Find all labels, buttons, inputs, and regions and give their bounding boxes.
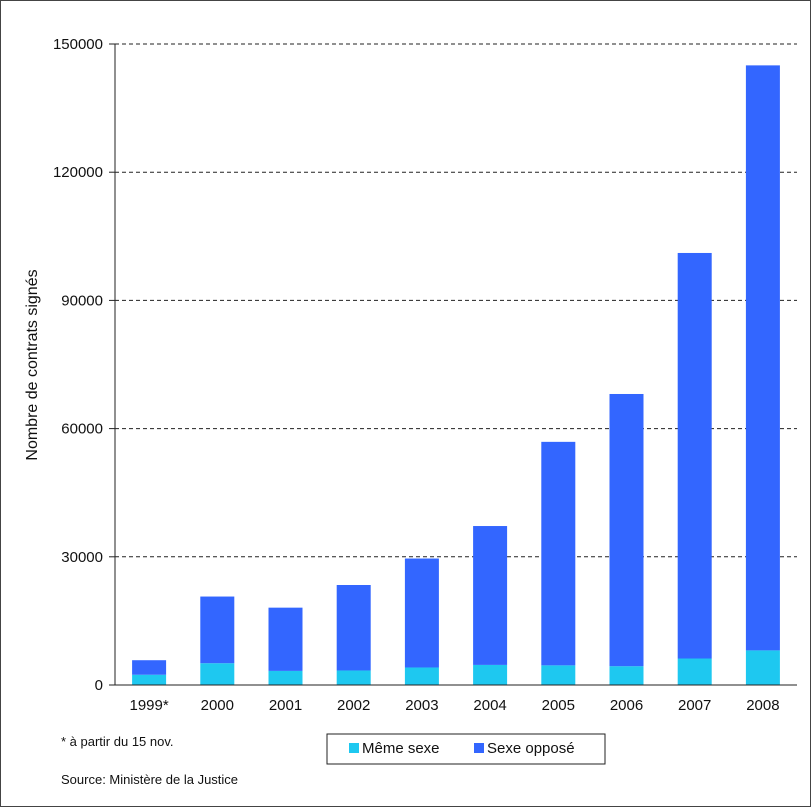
bar-segment-meme-sexe-2007 — [677, 658, 712, 685]
x-tick-label: 2001 — [269, 697, 302, 714]
legend-swatch-sexe-oppose — [474, 743, 484, 753]
x-tick-labels: 1999* 2000 2001 2002 2003 2004 2005 2006 2007 200… — [129, 697, 779, 714]
bar-segment-sexe-oppose-2000 — [200, 596, 235, 664]
x-tick-label: 2006 — [610, 697, 643, 714]
bar-segment-meme-sexe-2003 — [404, 667, 439, 685]
bars — [132, 65, 780, 685]
x-tick-label: 2002 — [337, 697, 370, 714]
y-tick-label: 0 — [95, 677, 103, 694]
legend-swatch-meme-sexe — [349, 743, 359, 753]
bar-segment-sexe-oppose-2001 — [268, 607, 303, 671]
x-tick-label: 1999* — [129, 697, 168, 714]
x-tick-label: 2004 — [473, 697, 506, 714]
legend-box — [326, 733, 606, 765]
bar-segment-meme-sexe-2008 — [745, 650, 780, 685]
source-note: Source: Ministère de la Justice — [61, 772, 238, 787]
legend-label-meme-sexe: Même sexe — [362, 740, 440, 757]
bar-segment-meme-sexe-2001 — [268, 670, 303, 685]
footnote: * à partir du 15 nov. — [61, 734, 174, 749]
bar-segment-sexe-oppose-2003 — [404, 558, 439, 668]
bar-segment-meme-sexe-2006 — [609, 666, 644, 685]
legend-label-sexe-oppose: Sexe opposé — [487, 740, 575, 757]
x-tick-label: 2007 — [678, 697, 711, 714]
legend: Même sexe Sexe opposé — [326, 733, 606, 765]
bar-segment-sexe-oppose-2004 — [473, 526, 508, 665]
bar-segment-meme-sexe-2004 — [473, 664, 508, 685]
bar-segment-sexe-oppose-2002 — [336, 585, 371, 671]
y-axis-label: Nombre de contrats signés — [24, 269, 41, 460]
y-tick-label: 90000 — [61, 292, 103, 309]
bar-segment-meme-sexe-2005 — [541, 665, 576, 685]
x-tick-label: 2008 — [746, 697, 779, 714]
y-tick-label: 120000 — [53, 164, 103, 181]
axes — [114, 44, 797, 686]
y-tick-label: 30000 — [61, 549, 103, 566]
bar-segment-sexe-oppose-1999 — [132, 660, 167, 675]
y-tick-labels: 0 30000 60000 90000 120000 150000 — [53, 36, 103, 694]
bar-segment-meme-sexe-2002 — [336, 670, 371, 685]
bar-segment-meme-sexe-2000 — [200, 663, 235, 685]
bar-segment-sexe-oppose-2006 — [609, 393, 644, 667]
bar-segment-meme-sexe-1999 — [132, 674, 167, 685]
x-tick-label: 2003 — [405, 697, 438, 714]
bar-segment-sexe-oppose-2005 — [541, 441, 576, 666]
x-tick-label: 2000 — [201, 697, 234, 714]
y-tick-label: 60000 — [61, 421, 103, 438]
y-tick-label: 150000 — [53, 36, 103, 53]
bar-segment-sexe-oppose-2008 — [745, 65, 780, 651]
x-tick-label: 2005 — [542, 697, 575, 714]
bar-segment-sexe-oppose-2007 — [677, 252, 712, 659]
